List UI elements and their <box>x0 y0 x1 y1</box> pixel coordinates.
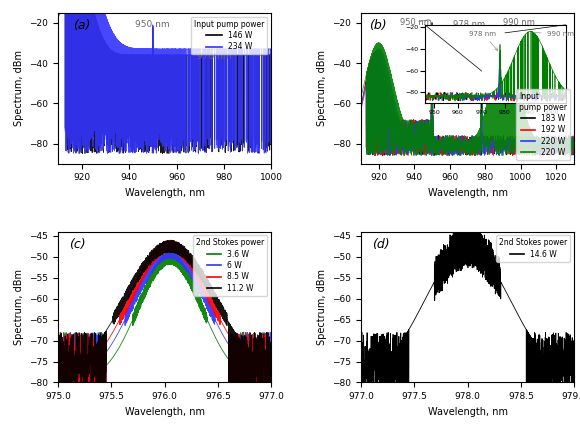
Text: (c): (c) <box>68 238 85 251</box>
X-axis label: Wavelength, nm: Wavelength, nm <box>125 407 205 417</box>
Text: 976 nm: 976 nm <box>197 52 232 61</box>
Y-axis label: Spectrum, dBm: Spectrum, dBm <box>14 50 24 126</box>
Text: (a): (a) <box>73 19 90 32</box>
Text: 990 nm: 990 nm <box>503 18 535 33</box>
Text: 978 nm: 978 nm <box>453 20 485 68</box>
Legend: 146 W, 234 W: 146 W, 234 W <box>191 17 267 54</box>
X-axis label: Wavelength, nm: Wavelength, nm <box>125 188 205 198</box>
Text: 950 nm: 950 nm <box>400 18 432 27</box>
Text: (b): (b) <box>369 19 387 32</box>
X-axis label: Wavelength, nm: Wavelength, nm <box>427 407 508 417</box>
Y-axis label: Spectrum, dBm: Spectrum, dBm <box>14 269 24 345</box>
Legend: 14.6 W: 14.6 W <box>496 235 570 262</box>
Legend: 183 W, 192 W, 220 W, 220 W: 183 W, 192 W, 220 W, 220 W <box>516 89 570 160</box>
Text: (d): (d) <box>372 238 389 251</box>
Y-axis label: Spectrum, dBm: Spectrum, dBm <box>317 269 327 345</box>
Text: 950 nm: 950 nm <box>136 20 170 29</box>
X-axis label: Wavelength, nm: Wavelength, nm <box>427 188 508 198</box>
Y-axis label: Spectrum, dBm: Spectrum, dBm <box>317 50 327 126</box>
Legend: 3.6 W, 6 W, 8.5 W, 11.2 W: 3.6 W, 6 W, 8.5 W, 11.2 W <box>193 235 267 296</box>
